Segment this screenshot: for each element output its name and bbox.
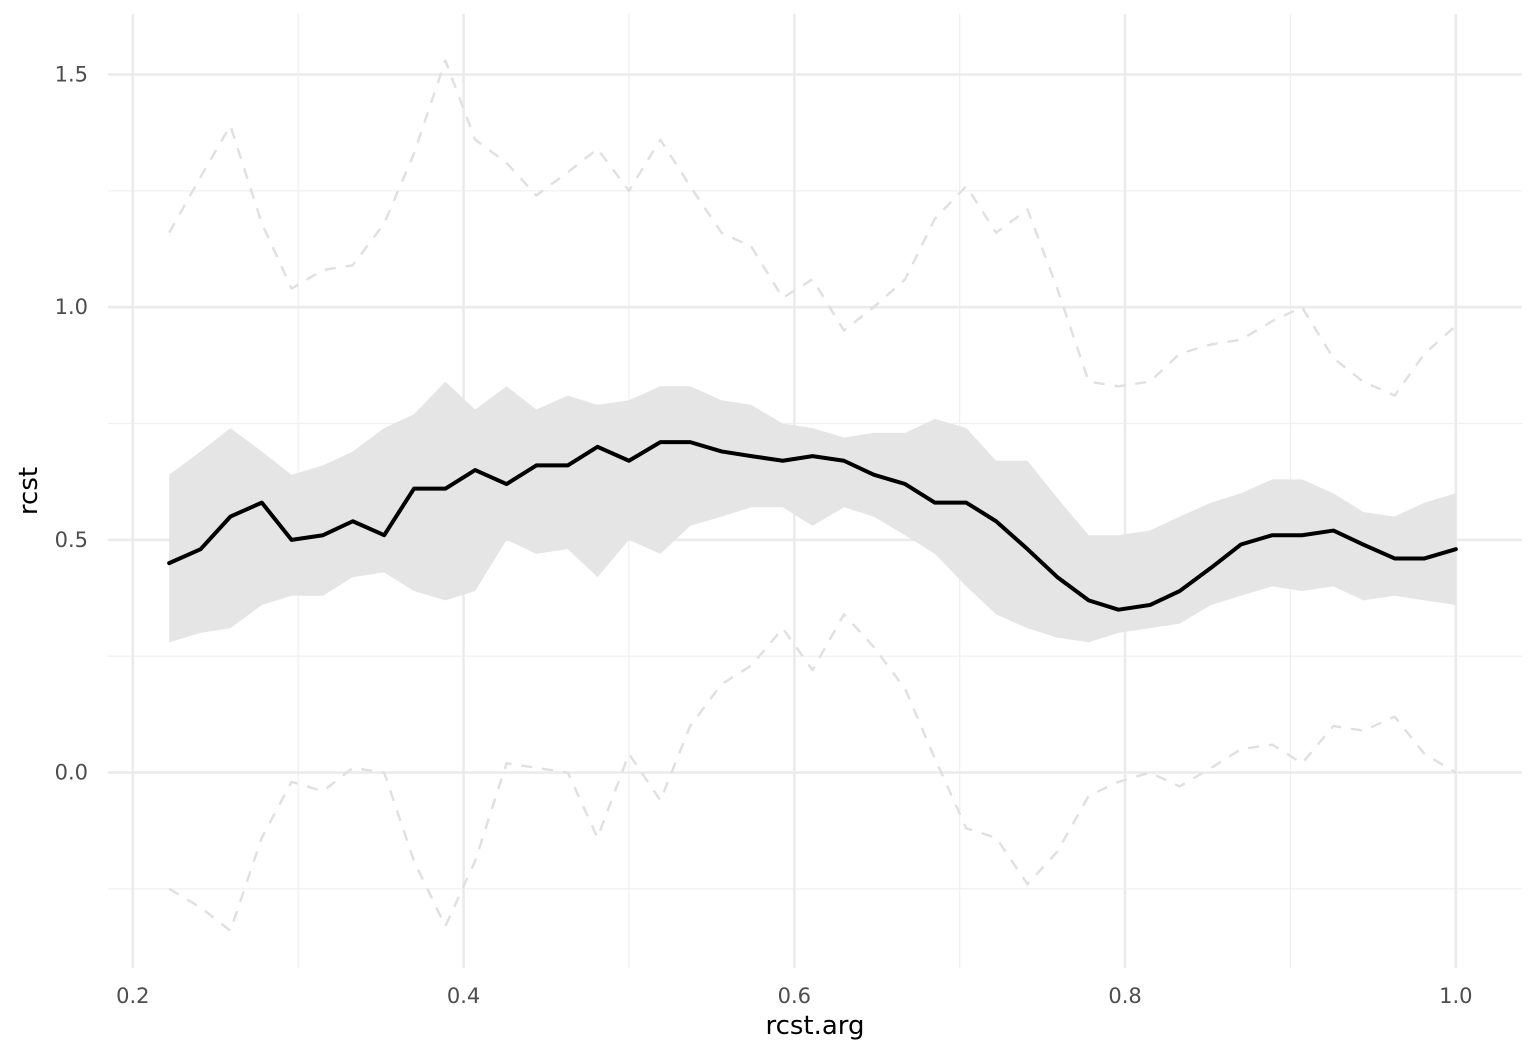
y-tick-label: 0.5 <box>55 528 88 552</box>
y-tick-label: 0.0 <box>55 761 88 785</box>
x-tick-label: 0.6 <box>778 984 811 1008</box>
dashed-envelopes <box>168 59 1457 932</box>
x-tick-label: 0.4 <box>447 984 480 1008</box>
main-line <box>167 440 1458 612</box>
main-line-layer <box>167 440 1458 612</box>
confidence-band-area <box>169 381 1456 643</box>
minor-gridlines <box>108 14 1522 968</box>
x-axis-title: rcst.arg <box>765 1011 864 1041</box>
lower-dashed-envelope <box>168 613 1457 932</box>
x-tick-label: 1.0 <box>1439 984 1472 1008</box>
confidence-band <box>169 381 1456 643</box>
upper-dashed-envelope <box>168 59 1457 397</box>
y-tick-label: 1.0 <box>55 295 88 319</box>
y-tick-label: 1.5 <box>55 62 88 86</box>
tick-labels: 0.2 0.4 0.6 0.8 1.0 0.0 0.5 1.0 1.5 <box>55 62 1473 1008</box>
y-axis-title: rcst <box>14 467 44 515</box>
x-tick-label: 0.2 <box>116 984 149 1008</box>
x-tick-label: 0.8 <box>1108 984 1141 1008</box>
